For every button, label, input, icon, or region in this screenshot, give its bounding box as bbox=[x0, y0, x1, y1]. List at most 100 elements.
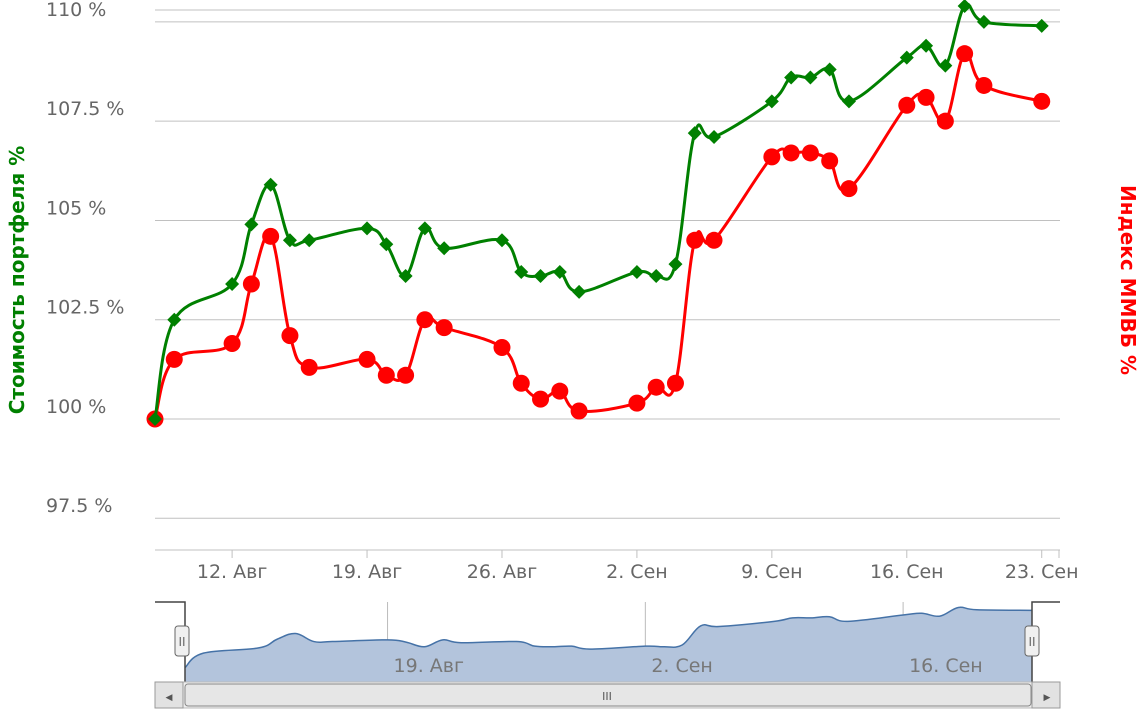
y-tick-label: 105 % bbox=[46, 197, 106, 219]
portfolio-point[interactable] bbox=[244, 217, 259, 232]
handle-grip-right: II bbox=[1028, 635, 1035, 649]
x-tick-label: 19. Авг bbox=[332, 561, 402, 583]
navigator-right-handle[interactable]: II bbox=[1024, 625, 1040, 657]
index-point[interactable] bbox=[358, 350, 376, 368]
index-point[interactable] bbox=[628, 394, 646, 412]
navigator-tick-label: 2. Сен bbox=[651, 655, 713, 677]
portfolio-point[interactable] bbox=[919, 38, 934, 53]
index-point[interactable] bbox=[165, 350, 183, 368]
portfolio-point[interactable] bbox=[899, 50, 914, 65]
y-tick-label: 102.5 % bbox=[46, 297, 125, 319]
scrollbar[interactable]: ◀ III ▶ bbox=[154, 681, 1061, 709]
portfolio-point[interactable] bbox=[938, 58, 953, 73]
index-point[interactable] bbox=[377, 366, 395, 384]
index-point[interactable] bbox=[956, 45, 974, 63]
index-point[interactable] bbox=[975, 76, 993, 94]
portfolio-point[interactable] bbox=[552, 265, 567, 280]
navigator-area bbox=[185, 607, 1032, 682]
index-point[interactable] bbox=[551, 382, 569, 400]
index-point[interactable] bbox=[917, 88, 935, 106]
x-tick-label: 16. Сен bbox=[870, 561, 944, 583]
index-point[interactable] bbox=[532, 390, 550, 408]
y-right-axis-title: Индекс ММВБ % bbox=[1116, 185, 1140, 375]
navigator-tick-label: 19. Авг bbox=[394, 655, 464, 677]
portfolio-point[interactable] bbox=[533, 269, 548, 284]
x-tick-label: 26. Авг bbox=[467, 561, 537, 583]
index-point[interactable] bbox=[763, 148, 781, 166]
scroll-thumb[interactable]: III bbox=[184, 683, 1032, 707]
portfolio-point[interactable] bbox=[707, 130, 722, 145]
x-axis: 12. Авг 19. Авг 26. Авг 2. Сен 9. Сен 16. Сен… bbox=[155, 549, 1079, 583]
index-point[interactable] bbox=[512, 374, 530, 392]
portfolio-point[interactable] bbox=[437, 241, 452, 256]
navigator-line bbox=[184, 606, 1033, 669]
portfolio-point[interactable] bbox=[225, 276, 240, 291]
navigator-left-handle[interactable]: II bbox=[174, 625, 190, 657]
x-tick-label: 12. Авг bbox=[197, 561, 267, 583]
scroll-right-button[interactable]: ▶ bbox=[1031, 681, 1061, 709]
index-point[interactable] bbox=[705, 231, 723, 249]
y-tick-label: 100 % bbox=[46, 396, 106, 418]
y-tick-label: 110 % bbox=[46, 0, 106, 21]
index-point[interactable] bbox=[801, 144, 819, 162]
index-point[interactable] bbox=[416, 311, 434, 329]
portfolio-point[interactable] bbox=[1034, 18, 1049, 33]
portfolio-point[interactable] bbox=[784, 70, 799, 85]
index-point[interactable] bbox=[281, 327, 299, 345]
portfolio-point[interactable] bbox=[282, 233, 297, 248]
portfolio-point[interactable] bbox=[687, 126, 702, 141]
portfolio-point[interactable] bbox=[803, 70, 818, 85]
portfolio-point[interactable] bbox=[360, 221, 375, 236]
portfolio-point[interactable] bbox=[957, 0, 972, 14]
index-point[interactable] bbox=[686, 231, 704, 249]
portfolio-point[interactable] bbox=[668, 257, 683, 272]
navigator[interactable]: 19. Авг 2. Сен 16. Сен II II bbox=[155, 601, 1060, 682]
index-point[interactable] bbox=[435, 319, 453, 337]
index-point[interactable] bbox=[666, 374, 684, 392]
index-point[interactable] bbox=[782, 144, 800, 162]
x-tick-label: 23. Сен bbox=[1005, 561, 1079, 583]
index-point[interactable] bbox=[300, 358, 318, 376]
portfolio-point[interactable] bbox=[822, 62, 837, 77]
x-tick-label: 2. Сен bbox=[606, 561, 668, 583]
portfolio-point[interactable] bbox=[841, 94, 856, 109]
index-point[interactable] bbox=[821, 152, 839, 170]
portfolio-point[interactable] bbox=[148, 411, 162, 426]
portfolio-point[interactable] bbox=[764, 94, 779, 109]
index-point[interactable] bbox=[242, 275, 260, 293]
index-point[interactable] bbox=[570, 402, 588, 420]
portfolio-point[interactable] bbox=[514, 265, 529, 280]
portfolio-line bbox=[153, 2, 1042, 420]
scroll-left-button[interactable]: ◀ bbox=[154, 681, 184, 709]
portfolio-point[interactable] bbox=[417, 221, 432, 236]
portfolio-point[interactable] bbox=[379, 237, 394, 252]
portfolio-point[interactable] bbox=[302, 233, 317, 248]
portfolio-point[interactable] bbox=[976, 14, 991, 29]
portfolio-point[interactable] bbox=[629, 265, 644, 280]
index-point[interactable] bbox=[898, 96, 916, 114]
portfolio-point[interactable] bbox=[572, 284, 587, 299]
y-tick-label: 97.5 % bbox=[46, 495, 112, 517]
portfolio-point[interactable] bbox=[263, 177, 278, 192]
portfolio-point[interactable] bbox=[494, 233, 509, 248]
index-point[interactable] bbox=[262, 227, 280, 245]
portfolio-point[interactable] bbox=[649, 269, 664, 284]
index-point[interactable] bbox=[397, 366, 415, 384]
handle-grip-left: II bbox=[178, 635, 185, 649]
navigator-tick-label: 16. Сен bbox=[909, 655, 983, 677]
index-point[interactable] bbox=[493, 339, 511, 356]
series-portfolio-value bbox=[148, 0, 1049, 426]
index-point[interactable] bbox=[223, 335, 241, 353]
index-point[interactable] bbox=[1033, 92, 1051, 110]
portfolio-point[interactable] bbox=[167, 312, 182, 327]
scroll-grip-icon: III bbox=[602, 690, 612, 703]
y-axis: 97.5 % 100 % 102.5 % 105 % 107.5 % 110 % bbox=[46, 0, 125, 517]
navigator-labels: 19. Авг 2. Сен 16. Сен bbox=[394, 655, 983, 677]
portfolio-point[interactable] bbox=[398, 269, 413, 284]
index-point[interactable] bbox=[936, 112, 954, 130]
scroll-left-arrow-icon: ◀ bbox=[166, 693, 173, 703]
series-index-mmvb bbox=[146, 45, 1051, 428]
index-point[interactable] bbox=[647, 378, 665, 396]
index-point[interactable] bbox=[840, 180, 858, 198]
